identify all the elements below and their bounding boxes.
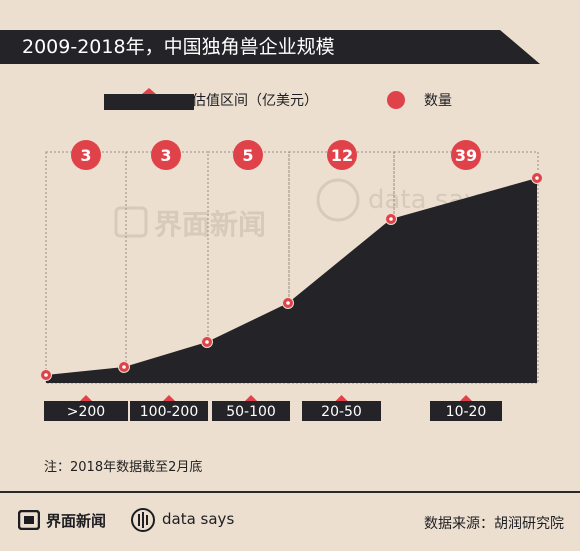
chart-area: 界面新闻 data says 3 3 5 12 39 >200 100-200 50-100… bbox=[40, 140, 543, 421]
legend-count-label: 数量 bbox=[424, 93, 452, 109]
count-badge-circle bbox=[327, 140, 357, 170]
count-badge-value: 3 bbox=[160, 146, 171, 165]
range-label: 10-20 bbox=[430, 395, 502, 421]
watermark-data-icon bbox=[316, 178, 360, 222]
footer-tagline: data says bbox=[162, 510, 235, 528]
count-badge: 3 bbox=[71, 140, 101, 170]
data-says-icon bbox=[131, 508, 155, 532]
area-marker-dot bbox=[389, 217, 393, 221]
area-marker-dot bbox=[205, 340, 209, 344]
chart-title: 2009-2018年，中国独角兽企业规模 bbox=[22, 36, 335, 58]
range-label-box bbox=[430, 401, 502, 421]
count-badge-circle bbox=[233, 140, 263, 170]
range-label-pointer bbox=[460, 395, 472, 401]
range-label: 20-50 bbox=[302, 395, 381, 421]
data-source: 数据来源：胡润研究院 bbox=[424, 516, 564, 532]
count-badge-value: 5 bbox=[242, 146, 253, 165]
range-label: >200 bbox=[44, 395, 128, 421]
area-marker-dot bbox=[44, 373, 48, 377]
legend-count-marker-icon bbox=[387, 91, 405, 109]
count-badge: 5 bbox=[233, 140, 263, 170]
count-badge-value: 12 bbox=[331, 146, 353, 165]
range-label-pointer bbox=[80, 395, 92, 401]
range-label: 50-100 bbox=[212, 395, 290, 421]
title-banner bbox=[0, 30, 540, 64]
range-label-text: 10-20 bbox=[446, 404, 487, 420]
count-badges: 3 3 5 12 39 bbox=[71, 140, 481, 170]
count-badge-circle bbox=[71, 140, 101, 170]
count-badge-value: 39 bbox=[455, 146, 477, 165]
count-badge-value: 3 bbox=[80, 146, 91, 165]
footer-brand: 界面新闻 bbox=[46, 512, 107, 530]
area-markers bbox=[40, 172, 543, 381]
valuation-area bbox=[46, 178, 537, 383]
range-label-text: >200 bbox=[67, 404, 105, 420]
count-badge: 39 bbox=[451, 140, 481, 170]
column-guide bbox=[45, 151, 127, 384]
legend-valuation-label: 估值区间（亿美元） bbox=[192, 93, 318, 109]
range-label: 100-200 bbox=[130, 395, 208, 421]
watermark-brand: 界面新闻 bbox=[154, 208, 266, 241]
area-marker-dot bbox=[122, 365, 126, 369]
area-marker-dot bbox=[286, 301, 290, 305]
range-label-box bbox=[302, 401, 381, 421]
range-label-pointer bbox=[163, 395, 175, 401]
count-badge: 12 bbox=[327, 140, 357, 170]
range-label-box bbox=[130, 401, 208, 421]
footer-divider bbox=[0, 491, 580, 493]
range-label-box bbox=[212, 401, 290, 421]
range-label-box bbox=[44, 401, 128, 421]
watermark-logo-icon bbox=[114, 206, 148, 238]
range-label-pointer bbox=[245, 395, 257, 401]
range-labels: >200 100-200 50-100 20-50 10-20 bbox=[44, 395, 502, 421]
count-badge: 3 bbox=[151, 140, 181, 170]
range-label-text: 50-100 bbox=[226, 404, 276, 420]
count-badge-circle bbox=[451, 140, 481, 170]
legend-area-swatch bbox=[104, 88, 194, 110]
area-marker-dot bbox=[535, 176, 539, 180]
range-label-text: 20-50 bbox=[321, 404, 362, 420]
footnote: 注：2018年数据截至2月底 bbox=[44, 460, 203, 475]
count-badge-circle bbox=[151, 140, 181, 170]
brand-logo-icon bbox=[18, 510, 40, 530]
range-label-text: 100-200 bbox=[140, 404, 199, 420]
range-label-pointer bbox=[335, 395, 348, 401]
